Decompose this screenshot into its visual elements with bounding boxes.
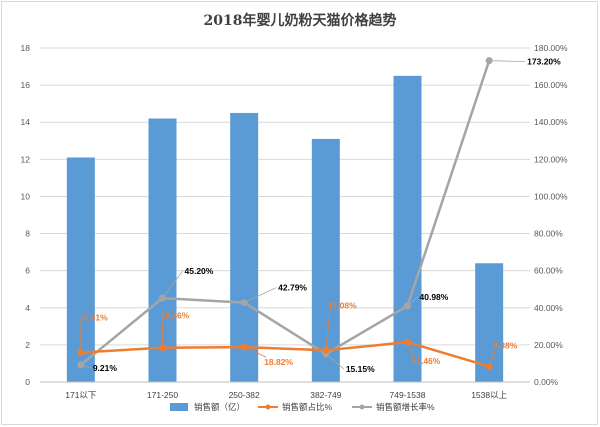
y-right-tick-label: 180.00% bbox=[534, 43, 568, 53]
share-data-label: 17.08% bbox=[328, 300, 357, 310]
label-leader bbox=[243, 287, 277, 303]
y-right-tick-label: 40.00% bbox=[534, 303, 563, 313]
legend-marker bbox=[359, 404, 365, 410]
y-right-tick-label: 80.00% bbox=[534, 229, 563, 239]
gridlines bbox=[40, 47, 530, 383]
share-data-label: 8.38% bbox=[493, 340, 518, 350]
chart-title: 2018年婴儿奶粉天猫价格趋势 bbox=[204, 12, 397, 29]
axes: 0246810121416180.00%20.00%40.00%60.00%80… bbox=[21, 43, 568, 400]
x-category-label: 1538以上 bbox=[471, 390, 507, 400]
y-right-tick-label: 100.00% bbox=[534, 191, 568, 201]
legend-label: 销售额（亿） bbox=[194, 402, 245, 412]
y-right-tick-label: 160.00% bbox=[534, 80, 568, 90]
label-leader bbox=[407, 342, 414, 357]
label-leader bbox=[489, 60, 526, 63]
label-leader bbox=[325, 353, 345, 370]
share-data-label: 15.91% bbox=[79, 312, 108, 322]
x-category-label: 171以下 bbox=[65, 390, 97, 400]
legend-label: 销售额占比% bbox=[282, 402, 333, 412]
label-leader bbox=[244, 346, 267, 358]
bar-series bbox=[66, 75, 504, 382]
series-line bbox=[80, 60, 491, 366]
y-left-tick-label: 10 bbox=[21, 191, 31, 201]
share-data-label: 18.82% bbox=[264, 357, 293, 367]
y-left-tick-label: 6 bbox=[25, 266, 30, 276]
growth-data-label: 40.98% bbox=[420, 292, 449, 302]
label-leader bbox=[162, 270, 183, 299]
y-right-tick-label: 0.00% bbox=[534, 377, 559, 387]
y-right-tick-label: 120.00% bbox=[534, 154, 568, 164]
series-line bbox=[80, 340, 490, 368]
growth-data-label: 15.15% bbox=[346, 364, 375, 374]
label-leader bbox=[325, 311, 331, 351]
growth-data-label: 173.20% bbox=[527, 57, 561, 67]
y-left-tick-label: 18 bbox=[21, 43, 31, 53]
growth-data-label: 9.21% bbox=[93, 363, 118, 373]
label-leader bbox=[80, 364, 91, 369]
label-leader bbox=[407, 296, 418, 307]
y-left-tick-label: 2 bbox=[25, 340, 30, 350]
y-left-tick-label: 0 bbox=[25, 377, 30, 387]
line-series bbox=[77, 57, 493, 370]
y-left-tick-label: 8 bbox=[25, 229, 30, 239]
x-category-label: 749-1538 bbox=[390, 390, 426, 400]
share-data-label: 21.46% bbox=[412, 356, 441, 366]
y-left-tick-label: 16 bbox=[21, 80, 31, 90]
y-right-tick-label: 60.00% bbox=[534, 266, 563, 276]
growth-data-label: 42.79% bbox=[278, 283, 307, 293]
bar bbox=[311, 138, 340, 382]
bar bbox=[475, 263, 504, 382]
y-left-tick-label: 14 bbox=[21, 117, 31, 127]
legend-label: 销售额增长率% bbox=[376, 402, 435, 412]
legend-marker bbox=[265, 404, 271, 410]
y-left-tick-label: 12 bbox=[21, 154, 31, 164]
y-left-tick-label: 4 bbox=[25, 303, 30, 313]
data-labels: 9.21% 45.20% 42.79% 15.15% 40.98% 173.20% 15.9… bbox=[79, 57, 561, 374]
y-right-tick-label: 20.00% bbox=[534, 340, 563, 350]
legend-swatch bbox=[170, 403, 188, 411]
share-data-label: 18.46% bbox=[161, 311, 190, 321]
growth-data-label: 45.20% bbox=[185, 266, 214, 276]
y-right-tick-label: 140.00% bbox=[534, 117, 568, 127]
bar bbox=[230, 112, 259, 382]
label-leader bbox=[488, 351, 496, 367]
x-category-label: 171-250 bbox=[147, 390, 178, 400]
x-category-label: 250-382 bbox=[229, 390, 260, 400]
x-category-label: 382-749 bbox=[310, 390, 341, 400]
bar bbox=[393, 75, 422, 382]
legend: 销售额（亿） 销售额占比% 销售额增长率% bbox=[170, 402, 435, 412]
